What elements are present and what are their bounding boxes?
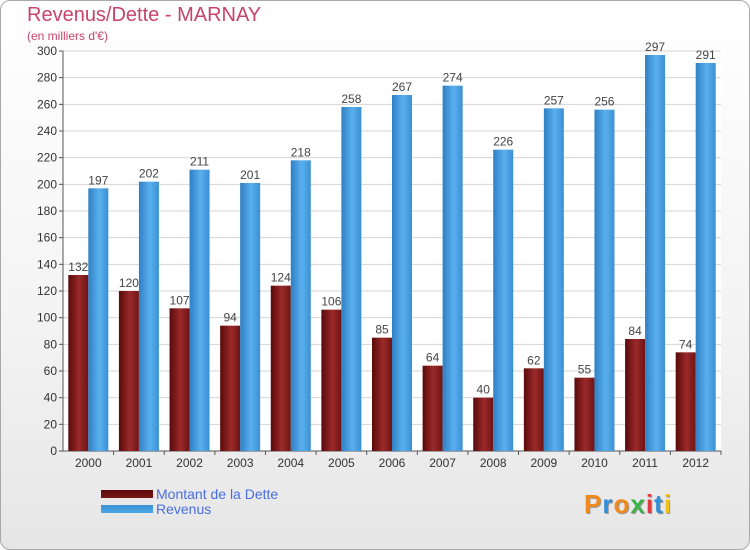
logo-letter: o [613, 489, 631, 519]
value-label-revenus: 218 [291, 145, 311, 159]
y-tick-label: 240 [37, 124, 57, 138]
legend-label-dette: Montant de la Dette [156, 486, 279, 502]
bar-dette [68, 275, 89, 451]
x-tick-label: 2008 [480, 456, 507, 470]
bar-dette [675, 352, 696, 451]
bar-revenus [543, 108, 564, 451]
x-tick-label: 2009 [530, 456, 557, 470]
x-tick-label: 2004 [277, 456, 304, 470]
bar-dette [422, 365, 443, 451]
value-label-dette: 132 [68, 260, 88, 274]
x-tick-label: 2000 [75, 456, 102, 470]
value-label-dette: 40 [477, 383, 491, 397]
bar-dette [625, 339, 646, 451]
value-label-dette: 85 [375, 323, 389, 337]
logo-letter: x [630, 489, 646, 519]
y-tick-label: 200 [37, 177, 57, 191]
bar-dette [169, 308, 190, 451]
value-label-dette: 55 [578, 363, 592, 377]
bar-dette [574, 377, 595, 451]
value-label-revenus: 256 [594, 95, 614, 109]
bar-dette [321, 309, 342, 451]
bar-dette [473, 397, 494, 451]
logo-letter: r [602, 489, 614, 519]
x-tick-label: 2002 [176, 456, 203, 470]
bar-dette [372, 337, 392, 451]
y-tick-label: 80 [44, 337, 58, 351]
bar-dette [523, 368, 544, 451]
bar-revenus [88, 188, 109, 452]
value-label-dette: 74 [679, 337, 693, 351]
bar-revenus [392, 95, 412, 451]
y-tick-label: 0 [50, 444, 57, 458]
proxiti-logo: Proxiti [584, 489, 672, 520]
value-label-revenus: 202 [139, 167, 159, 181]
value-label-revenus: 197 [88, 173, 108, 187]
y-tick-label: 300 [37, 44, 57, 58]
y-tick-label: 20 [44, 417, 58, 431]
x-tick-label: 2005 [328, 456, 355, 470]
value-label-dette: 94 [223, 311, 237, 325]
y-tick-label: 100 [37, 311, 57, 325]
value-label-revenus: 226 [493, 135, 513, 149]
logo-letter: i [645, 489, 655, 519]
bar-revenus [138, 181, 159, 451]
value-label-dette: 62 [527, 353, 541, 367]
bar-revenus [341, 107, 362, 451]
y-tick-label: 60 [44, 364, 58, 378]
bar-revenus [645, 55, 666, 451]
y-tick-label: 120 [37, 284, 57, 298]
y-tick-label: 160 [37, 231, 57, 245]
value-label-dette: 120 [119, 276, 139, 290]
bar-revenus [493, 149, 514, 451]
bar-dette [270, 285, 291, 451]
x-tick-label: 2001 [126, 456, 153, 470]
chart-subtitle: (en milliers d'€) [27, 29, 108, 43]
logo-letter: t [654, 489, 664, 519]
y-tick-label: 260 [37, 97, 57, 111]
bar-revenus [442, 85, 463, 452]
x-tick-label: 2012 [682, 456, 709, 470]
y-tick-label: 40 [44, 391, 58, 405]
legend-swatch-dette [101, 490, 153, 498]
bar-dette [118, 291, 139, 451]
bar-revenus [189, 169, 210, 451]
value-label-dette: 124 [271, 271, 291, 285]
value-label-revenus: 291 [696, 48, 716, 62]
value-label-revenus: 297 [645, 40, 665, 54]
x-tick-label: 2007 [429, 456, 456, 470]
logo-letter: i [663, 489, 672, 519]
x-tick-label: 2011 [632, 456, 658, 470]
bar-revenus [594, 109, 615, 452]
value-label-revenus: 258 [341, 92, 361, 106]
x-tick-label: 2006 [379, 456, 406, 470]
value-label-revenus: 257 [544, 93, 564, 107]
bar-dette [220, 325, 241, 451]
value-label-revenus: 274 [443, 71, 463, 85]
chart-title: Revenus/Dette - MARNAY [27, 4, 262, 26]
x-tick-label: 2010 [581, 456, 608, 470]
legend-swatch-revenus [101, 505, 153, 513]
value-label-dette: 84 [628, 324, 642, 338]
y-tick-label: 220 [37, 151, 57, 165]
x-tick-label: 2003 [227, 456, 254, 470]
value-label-dette: 106 [321, 295, 341, 309]
y-tick-label: 140 [37, 257, 57, 271]
value-label-dette: 64 [426, 351, 440, 365]
bar-revenus [290, 160, 311, 452]
legend-label-revenus: Revenus [156, 501, 212, 517]
y-tick-label: 180 [37, 204, 57, 218]
value-label-revenus: 201 [240, 168, 260, 182]
value-label-dette: 107 [170, 293, 190, 307]
logo-letter: P [584, 489, 603, 519]
value-label-revenus: 267 [392, 80, 412, 94]
y-tick-label: 280 [37, 71, 57, 85]
value-label-revenus: 211 [190, 155, 209, 169]
bar-revenus [695, 63, 716, 451]
bar-revenus [240, 183, 261, 451]
